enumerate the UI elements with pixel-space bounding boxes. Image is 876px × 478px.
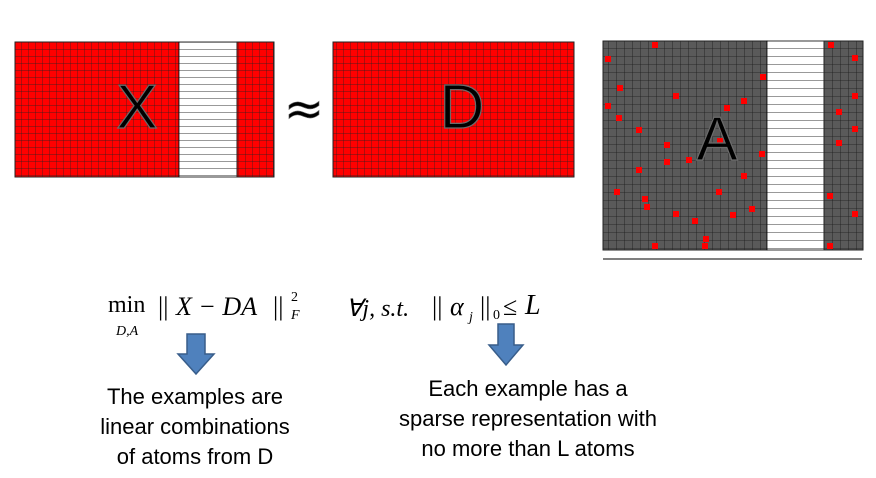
formula-norm-open: || xyxy=(158,292,169,321)
formula-expression: X − DA xyxy=(176,292,258,321)
sparse-coefficient-cell xyxy=(642,196,648,202)
matrix-d-label: D xyxy=(440,73,485,142)
matrix-a-left-block xyxy=(602,40,768,251)
sparse-coefficient-cell xyxy=(827,243,833,249)
formula-leq: ≤ xyxy=(503,292,518,321)
formula-subscript-f: F xyxy=(291,308,300,323)
formula-alpha-sub: j xyxy=(469,310,473,325)
sparse-coefficient-cell xyxy=(724,105,730,111)
approx-symbol: ≈ xyxy=(284,81,324,137)
formula-min: min xyxy=(108,292,146,318)
matrix-d: D xyxy=(332,41,575,178)
sparse-coefficient-cell xyxy=(730,212,736,218)
sparse-coefficient-cell xyxy=(686,157,692,163)
matrix-x: X xyxy=(14,41,275,178)
sparse-coefficient-cell xyxy=(836,140,842,146)
formula-alpha: α xyxy=(450,292,464,321)
formula-alpha-open: || xyxy=(432,292,443,321)
sparse-coefficient-cell xyxy=(828,42,834,48)
sparse-coefficient-cell xyxy=(702,243,708,249)
matrix-x-right-block xyxy=(236,41,275,178)
sparse-coefficient-cell xyxy=(741,173,747,179)
sparse-coefficient-cell xyxy=(664,159,670,165)
sparse-coefficient-cell xyxy=(617,85,623,91)
formula-alpha-close: || xyxy=(480,292,491,321)
formula-exponent: 2 xyxy=(291,290,298,305)
formula-constraint: ∀j, s.t. xyxy=(346,296,410,322)
arrow-down-left-icon xyxy=(176,333,216,376)
sparse-coefficient-cell xyxy=(760,74,766,80)
matrix-d-block xyxy=(332,41,575,178)
arrow-down-right-icon xyxy=(487,323,525,367)
sparse-coefficient-cell xyxy=(759,151,765,157)
sparse-coefficient-cell xyxy=(616,115,622,121)
sparse-coefficient-cell xyxy=(717,138,723,144)
sparse-coefficient-cell xyxy=(852,126,858,132)
formula-zero-sub: 0 xyxy=(493,308,500,323)
matrix-x-gap-lines xyxy=(178,41,238,178)
caption-left-line-3: of atoms from D xyxy=(116,444,274,469)
sparse-coefficient-cell xyxy=(636,127,642,133)
matrix-a-sparse-cells xyxy=(605,42,858,249)
sparse-coefficient-cell xyxy=(673,211,679,217)
matrix-a-gap-lines xyxy=(766,40,825,251)
sparse-coefficient-cell xyxy=(614,189,620,195)
caption-left-line-2: linear combinations xyxy=(100,414,290,439)
caption-left: The examples are linear combinations of … xyxy=(70,382,320,472)
sparse-coefficient-cell xyxy=(636,167,642,173)
sparse-coefficient-cell xyxy=(605,56,611,62)
sparse-coefficient-cell xyxy=(836,109,842,115)
sparse-coefficient-cell xyxy=(852,55,858,61)
sparse-coefficient-cell xyxy=(827,193,833,199)
sparse-coefficient-cell xyxy=(703,236,709,242)
matrix-a-right-block xyxy=(823,40,864,251)
caption-right: Each example has a sparse representation… xyxy=(370,374,686,464)
matrix-x-left-block xyxy=(14,41,180,178)
sparse-coefficient-cell xyxy=(664,142,670,148)
sparse-coefficient-cell xyxy=(644,204,650,210)
caption-right-line-3: no more than L atoms xyxy=(421,436,635,461)
sparse-coefficient-cell xyxy=(716,189,722,195)
sparse-coefficient-cell xyxy=(749,206,755,212)
matrix-x-label: X xyxy=(116,73,157,142)
sparse-coefficient-cell xyxy=(852,93,858,99)
caption-left-line-1: The examples are xyxy=(106,384,284,409)
matrix-a: A xyxy=(602,40,864,260)
sparse-coefficient-cell xyxy=(852,211,858,217)
caption-right-line-2: sparse representation with xyxy=(398,406,658,431)
matrix-a-label: A xyxy=(696,105,738,174)
sparse-coefficient-cell xyxy=(652,243,658,249)
caption-right-line-1: Each example has a xyxy=(428,376,628,401)
formula-limit: L xyxy=(525,290,541,321)
sparse-coefficient-cell xyxy=(652,42,658,48)
formula-norm-close: || xyxy=(273,292,284,321)
formula-min-subscript: D,A xyxy=(116,324,139,339)
sparse-coefficient-cell xyxy=(692,218,698,224)
sparse-coefficient-cell xyxy=(673,93,679,99)
sparse-coefficient-cell xyxy=(605,103,611,109)
sparse-coefficient-cell xyxy=(741,98,747,104)
